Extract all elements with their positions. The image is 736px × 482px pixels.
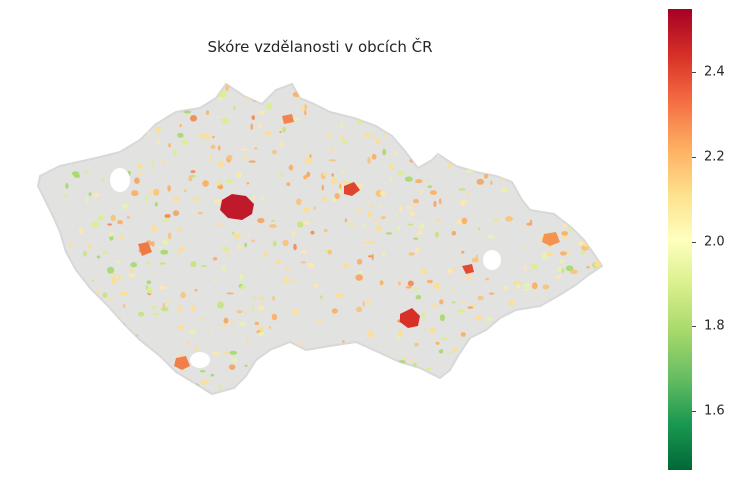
city-olomouc bbox=[462, 264, 474, 274]
colorbar-tick-label: 2.2 bbox=[704, 149, 725, 165]
gap-east bbox=[483, 250, 501, 270]
colorbar-tick-mark bbox=[692, 72, 696, 74]
country-shape bbox=[36, 82, 604, 396]
map-title: Skóre vzdělanosti v obcích ČR bbox=[207, 38, 433, 56]
gap-west bbox=[110, 168, 130, 192]
colorbar-tick-mark bbox=[692, 410, 696, 412]
city-brno bbox=[400, 308, 420, 328]
country-base bbox=[36, 82, 604, 396]
colorbar-tick-label: 2.4 bbox=[704, 64, 725, 80]
city-plzen bbox=[138, 242, 152, 256]
city-ostrava bbox=[542, 232, 560, 246]
colorbar-tick-mark bbox=[692, 157, 696, 159]
colorbar-tick-label: 2.0 bbox=[704, 234, 725, 250]
colorbar bbox=[668, 9, 692, 470]
colorbar-gradient bbox=[668, 9, 692, 470]
city-praha bbox=[220, 194, 254, 220]
city-liberec bbox=[282, 114, 294, 124]
colorbar-tick-mark bbox=[692, 241, 696, 243]
colorbar-tick-label: 1.6 bbox=[704, 403, 725, 419]
colorbar-tick-mark bbox=[692, 326, 696, 328]
city-ceske-budejovice bbox=[174, 356, 190, 370]
choropleth-map bbox=[36, 82, 604, 396]
city-hradec-kralove bbox=[344, 182, 360, 196]
colorbar-tick-label: 1.8 bbox=[704, 318, 725, 334]
gap-south bbox=[190, 352, 210, 368]
